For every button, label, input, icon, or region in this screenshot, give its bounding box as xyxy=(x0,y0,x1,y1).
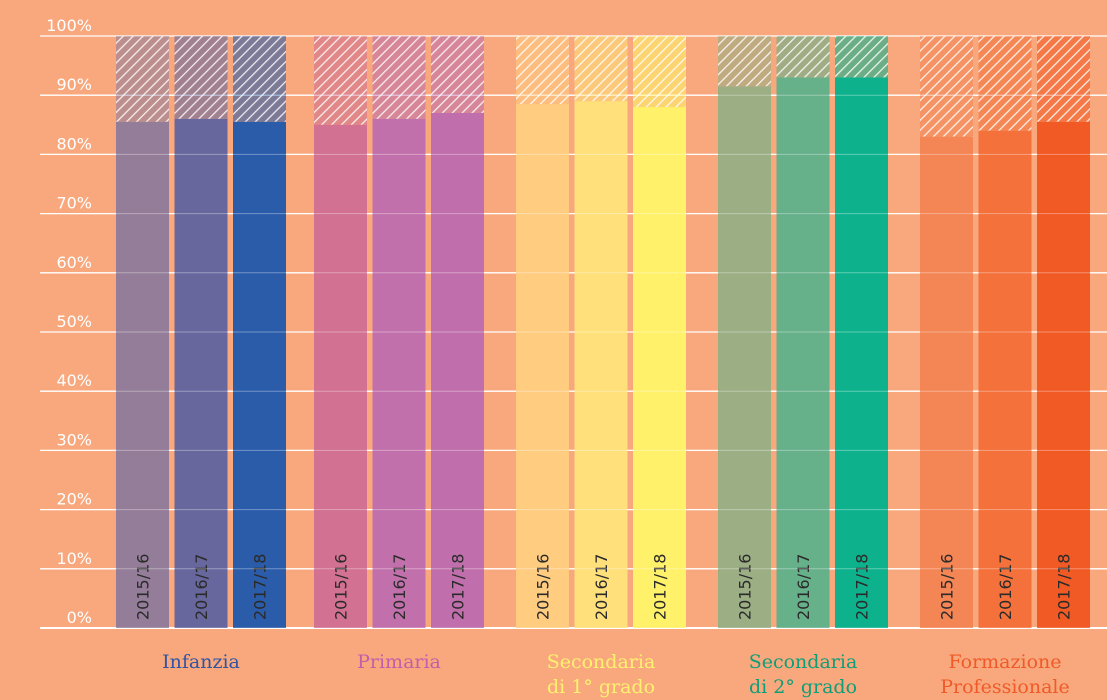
bar-remainder-hatch xyxy=(574,36,628,102)
bar-remainder-hatch xyxy=(920,36,973,137)
y-tick-label: 40% xyxy=(56,371,92,390)
group-labels: Infanzia Primaria Secondaria di 1° grado Sec… xyxy=(162,651,1070,698)
y-tick-label: 100% xyxy=(46,16,92,35)
y-tick-label: 30% xyxy=(56,430,92,449)
bar xyxy=(633,107,686,629)
bar-year-label: 2015/16 xyxy=(332,554,351,620)
bar xyxy=(314,124,367,629)
bar-remainder-hatch xyxy=(314,36,367,125)
bar-remainder-hatch xyxy=(978,36,1032,131)
group-label: Primaria xyxy=(357,651,441,673)
y-tick-label: 90% xyxy=(56,75,92,94)
gridlines-overlay xyxy=(40,35,1107,629)
bar-remainder-hatch xyxy=(1037,36,1090,122)
group-label: Secondaria xyxy=(749,651,858,673)
y-tick-label: 10% xyxy=(56,549,92,568)
group-label: di 1° grado xyxy=(547,676,655,698)
y-tick-label: 70% xyxy=(56,194,92,213)
bars-layer: 2015/16 2016/17 2017/18 2015/16 2016/17 2017/… xyxy=(116,36,1090,629)
bar-year-label: 2016/17 xyxy=(794,554,813,620)
bar xyxy=(920,136,973,628)
bar-remainder-hatch xyxy=(776,36,830,78)
bar xyxy=(174,118,228,628)
bar-year-label: 2017/18 xyxy=(1055,554,1074,620)
group-label: Professionale xyxy=(940,676,1069,698)
bar-year-label: 2017/18 xyxy=(251,554,270,620)
bar-year-label: 2015/16 xyxy=(134,554,153,620)
y-axis-ticks: 0% 10% 20% 30% 40% 50% 60% 70% 80% 90% 100% xyxy=(46,16,92,627)
y-tick-label: 60% xyxy=(56,253,92,272)
y-tick-label: 80% xyxy=(56,134,92,153)
bar xyxy=(116,121,169,628)
group-label: Secondaria xyxy=(547,651,656,673)
bar-remainder-hatch xyxy=(718,36,771,87)
bar xyxy=(431,112,484,628)
bar xyxy=(978,130,1032,628)
group-label: Infanzia xyxy=(162,651,240,673)
bar-year-label: 2016/17 xyxy=(192,554,211,620)
bar xyxy=(574,101,628,629)
bar-remainder-hatch xyxy=(233,36,286,122)
bar-year-label: 2016/17 xyxy=(390,554,409,620)
bar xyxy=(1037,121,1090,628)
bar-remainder-hatch xyxy=(516,36,569,105)
group-label: Formazione xyxy=(948,651,1061,673)
y-tick-label: 50% xyxy=(56,312,92,331)
bar xyxy=(516,104,569,628)
bar-year-label: 2016/17 xyxy=(996,554,1015,620)
y-tick-label: 20% xyxy=(56,490,92,509)
bar xyxy=(372,118,426,628)
group-label: di 2° grado xyxy=(749,676,857,698)
bar-remainder-hatch xyxy=(835,36,888,78)
bar xyxy=(776,77,830,628)
bar xyxy=(718,86,771,628)
bar-remainder-hatch xyxy=(116,36,169,122)
bar-year-label: 2015/16 xyxy=(534,554,553,620)
bar-remainder-hatch xyxy=(633,36,686,108)
bar-year-label: 2015/16 xyxy=(938,554,957,620)
bar-year-label: 2016/17 xyxy=(592,554,611,620)
bar-year-label: 2015/16 xyxy=(736,554,755,620)
y-tick-label: 0% xyxy=(67,608,92,627)
bar-remainder-hatch xyxy=(174,36,228,119)
bar xyxy=(835,77,888,628)
bar-year-label: 2017/18 xyxy=(853,554,872,620)
bar xyxy=(233,121,286,628)
bar-remainder-hatch xyxy=(372,36,426,119)
bar-remainder-hatch xyxy=(431,36,484,113)
bar-year-label: 2017/18 xyxy=(651,554,670,620)
bar-year-label: 2017/18 xyxy=(449,554,468,620)
